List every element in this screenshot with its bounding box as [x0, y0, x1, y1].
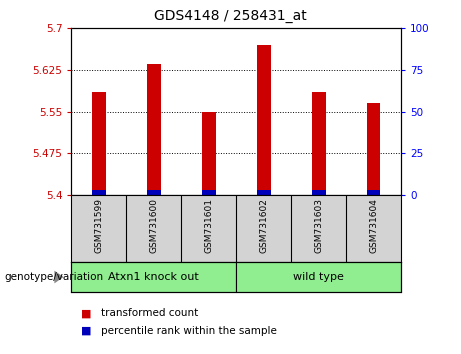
Bar	[367, 190, 380, 195]
Text: percentile rank within the sample: percentile rank within the sample	[101, 326, 278, 336]
Text: ■: ■	[81, 308, 91, 318]
Bar	[367, 103, 380, 195]
Text: GSM731599: GSM731599	[95, 198, 103, 253]
Bar	[202, 190, 216, 195]
Bar	[236, 262, 401, 292]
Text: GSM731604: GSM731604	[369, 198, 378, 253]
Text: GSM731602: GSM731602	[259, 198, 268, 253]
Polygon shape	[54, 271, 64, 283]
Text: genotype/variation: genotype/variation	[5, 272, 104, 282]
Bar	[202, 112, 216, 195]
Bar	[71, 262, 236, 292]
Bar	[147, 64, 161, 195]
Bar	[147, 190, 161, 195]
Bar	[312, 92, 325, 195]
Text: GDS4148 / 258431_at: GDS4148 / 258431_at	[154, 9, 307, 23]
Bar	[257, 190, 271, 195]
Bar	[92, 92, 106, 195]
Text: ■: ■	[81, 326, 91, 336]
Text: Atxn1 knock out: Atxn1 knock out	[108, 272, 199, 282]
Text: wild type: wild type	[293, 272, 344, 282]
Bar	[312, 190, 325, 195]
Text: transformed count: transformed count	[101, 308, 199, 318]
Bar	[257, 45, 271, 195]
Text: GSM731601: GSM731601	[204, 198, 213, 253]
Text: GSM731600: GSM731600	[149, 198, 159, 253]
Bar	[92, 190, 106, 195]
Text: GSM731603: GSM731603	[314, 198, 323, 253]
